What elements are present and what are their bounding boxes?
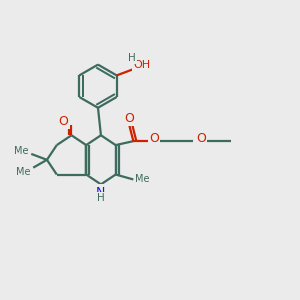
Text: Me: Me bbox=[14, 146, 29, 156]
Text: H: H bbox=[128, 53, 135, 63]
Text: O: O bbox=[124, 112, 134, 125]
Text: O: O bbox=[196, 132, 206, 145]
Text: H: H bbox=[97, 193, 105, 203]
Text: Me: Me bbox=[135, 174, 149, 184]
Text: OH: OH bbox=[134, 60, 151, 70]
Text: O: O bbox=[59, 115, 69, 128]
Text: O: O bbox=[149, 132, 159, 145]
Text: Me: Me bbox=[16, 167, 31, 177]
Text: N: N bbox=[96, 186, 106, 199]
